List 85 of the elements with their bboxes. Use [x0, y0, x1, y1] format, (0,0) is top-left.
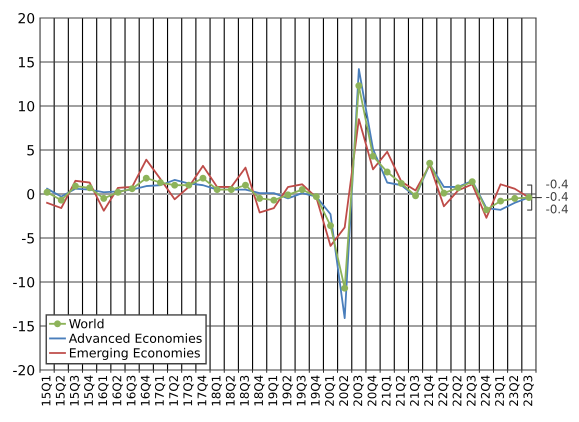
x-tick-label: 15Q1 — [42, 376, 52, 406]
point — [341, 284, 348, 292]
y-tick-label: -20 — [13, 364, 34, 376]
x-tick-label: 18Q2 — [226, 376, 236, 406]
point — [86, 184, 94, 192]
x-tick-label: 21Q4 — [424, 376, 434, 406]
x-tick-label: 23Q1 — [495, 376, 506, 406]
x-tick-label: 16Q4 — [140, 376, 152, 406]
x-tick-label: 23Q3 — [523, 376, 534, 406]
point — [214, 186, 221, 194]
point — [426, 160, 434, 167]
x-tick-label: 23Q2 — [509, 376, 520, 406]
y-tick-label: 0 — [27, 188, 34, 200]
point — [142, 174, 150, 182]
y-tick-label: -15 — [13, 321, 34, 332]
point — [355, 82, 362, 90]
x-tick-label: 22Q2 — [452, 376, 463, 406]
x-tick-label: 19Q4 — [310, 376, 322, 406]
point — [511, 194, 518, 202]
y-tick-label: 20 — [18, 12, 34, 24]
data-label: -0.4 — [546, 192, 568, 201]
x-tick-label: 22Q4 — [480, 376, 492, 406]
point — [497, 198, 504, 205]
x-tick-label: 15Q2 — [56, 376, 66, 406]
point — [327, 222, 334, 230]
point — [256, 194, 264, 202]
y-tick-label: -10 — [13, 276, 34, 288]
point — [72, 182, 79, 190]
point — [482, 206, 490, 214]
point — [398, 180, 405, 187]
point — [412, 192, 420, 200]
point — [200, 174, 206, 182]
x-tick-label: 17Q4 — [197, 376, 208, 406]
point — [370, 152, 376, 160]
point — [171, 182, 178, 189]
x-tick-label: 19Q1 — [268, 376, 279, 406]
x-tick-label: 21Q3 — [410, 376, 420, 406]
x-tick-label: 18Q3 — [240, 376, 250, 406]
point — [270, 196, 278, 204]
x-tick-label: 16Q3 — [126, 376, 137, 406]
y-tick-label: 10 — [18, 100, 34, 112]
x-tick-label: 21Q2 — [396, 376, 406, 406]
point — [100, 194, 108, 202]
legend-label: Advanced Economies — [68, 333, 202, 343]
x-tick-label: 17Q1 — [154, 376, 166, 406]
point — [384, 168, 391, 176]
point — [440, 190, 448, 197]
x-tick-label: 16Q1 — [98, 376, 109, 406]
x-tick-label: 22Q1 — [438, 376, 449, 406]
point — [114, 188, 122, 196]
x-tick-label: 17Q2 — [169, 376, 180, 406]
point — [58, 196, 65, 204]
point — [454, 184, 462, 192]
x-tick-label: 15Q4 — [84, 376, 94, 406]
x-tick-label: 18Q4 — [254, 376, 264, 406]
point — [156, 179, 164, 186]
x-tick-label: 19Q3 — [296, 376, 307, 406]
point — [312, 193, 320, 200]
point — [242, 182, 249, 189]
x-tick-label: 17Q3 — [183, 376, 194, 406]
y-tick-label: 5 — [27, 145, 34, 156]
x-tick-label: 20Q3 — [353, 376, 364, 406]
data-label: -0.4 — [546, 204, 568, 214]
point — [185, 182, 192, 189]
x-tick-label: 15Q3 — [70, 376, 80, 406]
x-tick-label: 19Q2 — [282, 376, 293, 406]
x-tick-label: 20Q4 — [368, 376, 378, 406]
point — [468, 178, 476, 186]
point — [525, 194, 532, 201]
y-tick-label: 15 — [18, 57, 34, 68]
point — [128, 185, 136, 192]
x-tick-label: 18Q1 — [212, 376, 222, 406]
point — [44, 188, 51, 196]
legend-label: Emerging Economies — [70, 348, 200, 360]
point — [298, 186, 306, 194]
x-tick-label: 20Q2 — [339, 376, 350, 406]
point — [228, 186, 235, 194]
y-tick-label: -5 — [22, 233, 34, 244]
legend-label: World — [69, 318, 104, 328]
point — [284, 191, 292, 198]
x-tick-label: 21Q1 — [382, 376, 392, 406]
data-label: -0.4 — [546, 180, 568, 188]
x-tick-label: 20Q1 — [325, 376, 336, 406]
x-tick-label: 22Q3 — [466, 376, 478, 406]
x-tick-label: 16Q2 — [112, 376, 123, 406]
